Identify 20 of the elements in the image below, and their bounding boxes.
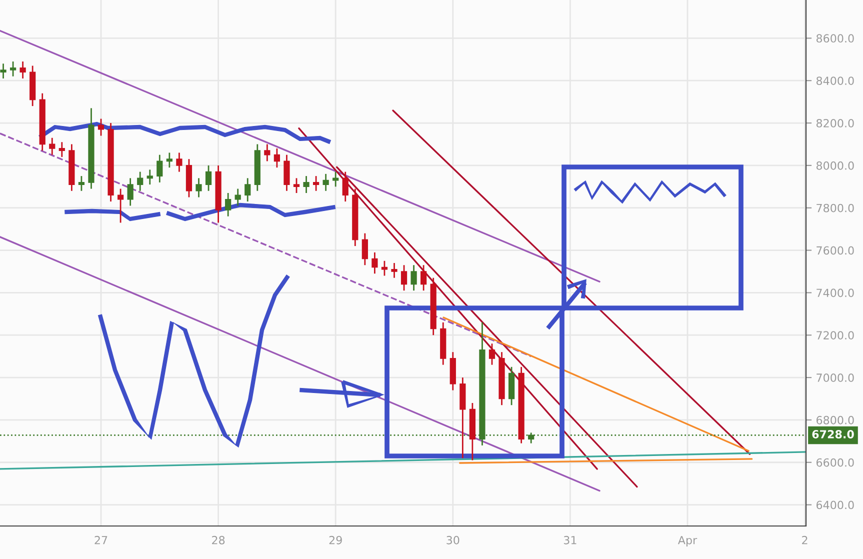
x-tick-label: 2: [802, 536, 808, 544]
y-tick-label: 8000.0: [816, 161, 854, 170]
y-tick-label: 7800.0: [816, 204, 854, 212]
ref-line-label: 6728.0: [812, 430, 854, 438]
y-tick-label: 7000.0: [816, 374, 854, 382]
y-tick-label: 8600.0: [816, 34, 854, 43]
x-tick-label: Apr: [678, 536, 698, 546]
x-tick-label: 30: [446, 536, 460, 544]
y-tick-label: 7200.0: [816, 331, 854, 340]
y-tick-label: 8400.0: [816, 76, 854, 85]
y-tick-label: 7600.0: [816, 246, 854, 255]
x-tick-label: 31: [564, 536, 576, 544]
x-tick-label: 28: [212, 536, 225, 544]
y-tick-label: 8200.0: [816, 118, 854, 128]
y-tick-label: 7400.0: [816, 288, 854, 298]
y-tick-label: 6400.0: [816, 500, 854, 510]
x-tick-label: 27: [94, 536, 108, 544]
y-tick-label: 6600.0: [816, 458, 854, 467]
y-tick-label: 6800.0: [816, 416, 854, 424]
x-tick-label: 29: [329, 536, 342, 544]
